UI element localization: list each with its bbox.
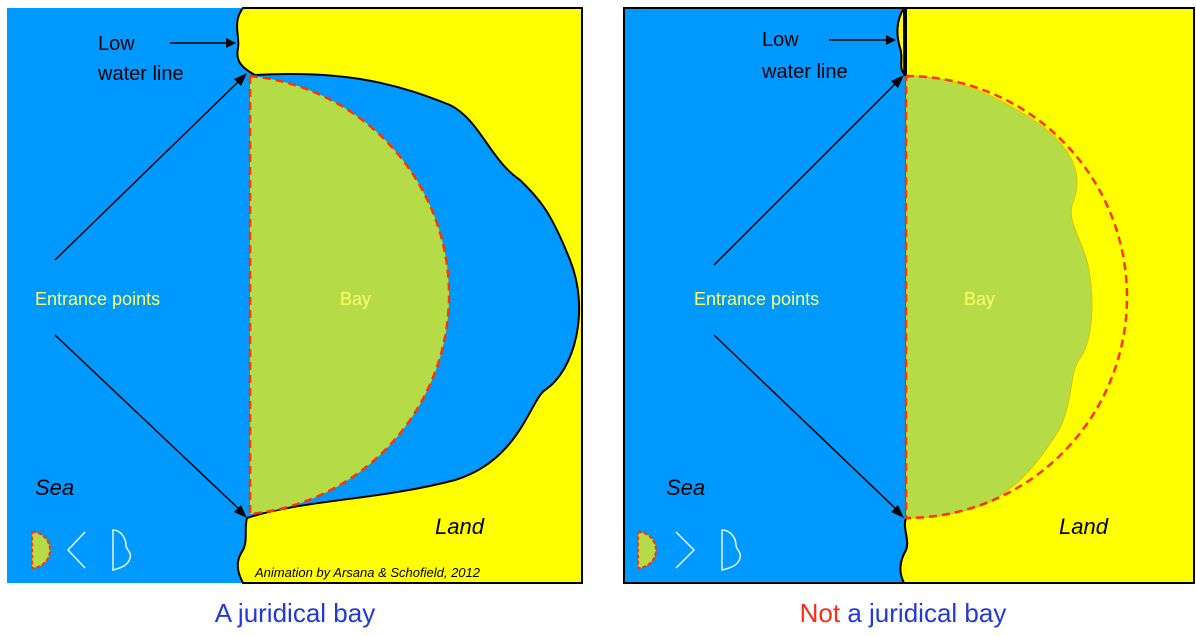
left-caption-text: A juridical bay xyxy=(214,598,376,628)
bay-label: Bay xyxy=(964,289,995,309)
bay-shape-legend-icon xyxy=(721,529,742,571)
entrance-points-label: Entrance points xyxy=(694,289,819,309)
land-label: Land xyxy=(1059,514,1109,539)
low-water-line-label-2: water line xyxy=(97,63,184,85)
arrowhead xyxy=(891,75,904,88)
low-water-line-label-2: water line xyxy=(761,61,848,83)
semicircle-outline xyxy=(904,74,1129,520)
right-bay-diagram: Low water line Entrance points Bay Sea L… xyxy=(623,7,1195,584)
sea-label: Sea xyxy=(35,475,74,500)
arrowhead xyxy=(234,73,247,86)
right-caption: Not a juridical bay xyxy=(614,598,1192,629)
entrance-arrow-lower xyxy=(713,334,898,511)
entrance-arrow-upper xyxy=(713,81,898,266)
low-water-line-label-1: Low xyxy=(762,29,799,51)
entrance-points-label: Entrance points xyxy=(35,289,160,309)
animation-legend xyxy=(637,529,742,571)
less-than-icon xyxy=(66,531,86,569)
bay-shape-legend-icon xyxy=(112,529,132,571)
bay-semicircle xyxy=(250,76,450,514)
land-label: Land xyxy=(435,514,485,539)
greater-than-icon xyxy=(675,531,696,569)
left-caption: A juridical bay xyxy=(6,598,584,629)
credit-label: Animation by Arsana & Schofield, 2012 xyxy=(254,565,481,580)
entrance-arrow-lower xyxy=(54,334,241,511)
arrowhead xyxy=(234,505,247,518)
semicircle-outline xyxy=(248,74,451,516)
entrance-arrow-upper xyxy=(54,79,241,261)
arrowhead xyxy=(886,35,896,45)
bay-label: Bay xyxy=(340,289,371,309)
semicircle-legend-icon xyxy=(637,530,657,570)
animation-legend xyxy=(31,529,132,571)
land-area xyxy=(236,7,583,584)
right-caption-negation: Not xyxy=(799,598,841,628)
right-caption-text: a juridical bay xyxy=(840,598,1007,628)
left-bay-diagram: Low water line Entrance points Bay Sea L… xyxy=(7,7,583,584)
arrowhead xyxy=(891,505,904,518)
arrowhead xyxy=(226,38,236,48)
low-water-line-label-1: Low xyxy=(98,33,135,55)
sea-label: Sea xyxy=(666,475,705,500)
semicircle-legend-icon xyxy=(31,530,51,570)
